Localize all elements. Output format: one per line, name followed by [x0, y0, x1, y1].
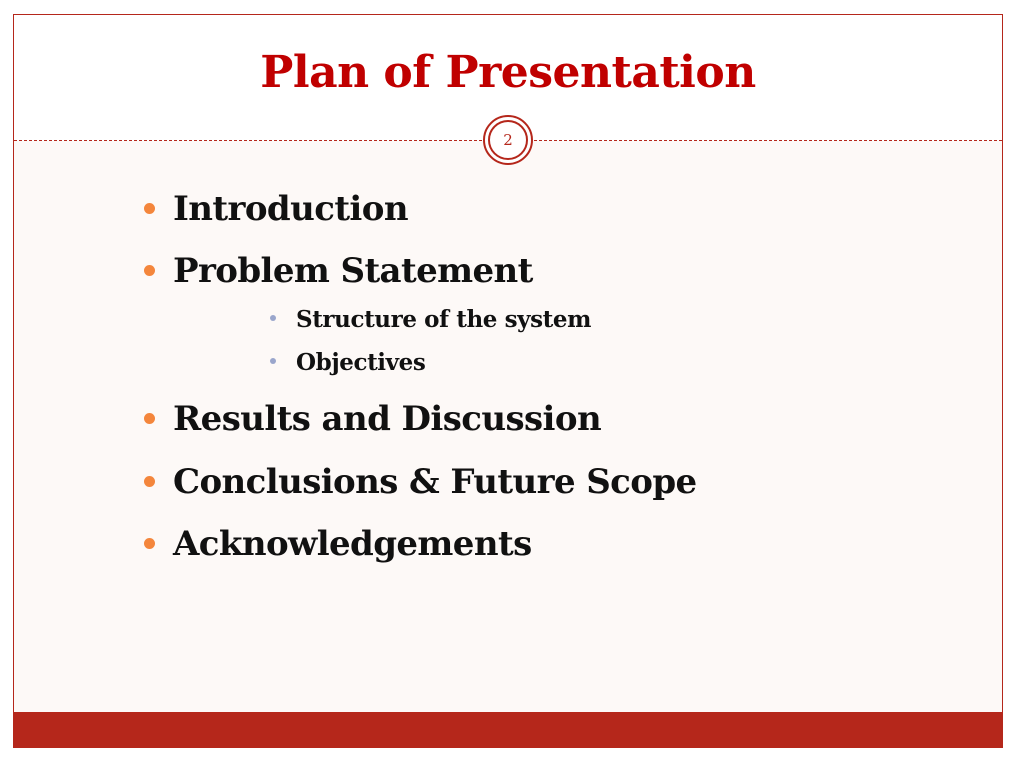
- bullet-dot-icon: [144, 412, 155, 424]
- sub-bullet-text: Structure of the system: [296, 306, 592, 333]
- bullet-text: Results and Discussion: [173, 399, 602, 439]
- sub-bullet-dot-icon: [270, 358, 276, 364]
- bullet-item: Problem Statement: [144, 251, 533, 291]
- bullet-item: Introduction: [144, 189, 409, 229]
- bullet-item: Results and Discussion: [144, 399, 602, 439]
- sub-bullet-text: Objectives: [296, 349, 426, 376]
- content-area: Introduction Problem Statement Structure…: [14, 141, 1002, 712]
- sub-bullet-item: Objectives: [270, 349, 426, 376]
- slide-number-badge: 2: [483, 115, 533, 165]
- bullet-dot-icon: [144, 264, 155, 276]
- bullet-item: Conclusions & Future Scope: [144, 462, 697, 502]
- slide: Plan of Presentation Introduction Proble…: [13, 14, 1003, 748]
- bullet-text: Acknowledgements: [173, 524, 532, 564]
- footer-bar: [14, 712, 1002, 747]
- sub-bullet-item: Structure of the system: [270, 306, 591, 333]
- bullet-text: Problem Statement: [173, 251, 533, 291]
- bullet-list: Introduction Problem Statement Structure…: [14, 141, 1002, 712]
- bullet-dot-icon: [144, 202, 155, 214]
- bullet-text: Introduction: [173, 189, 409, 229]
- slide-number: 2: [488, 120, 528, 160]
- bullet-item: Acknowledgements: [144, 524, 532, 564]
- slide-title: Plan of Presentation: [260, 47, 756, 98]
- bullet-dot-icon: [144, 537, 155, 549]
- bullet-text: Conclusions & Future Scope: [173, 462, 697, 502]
- sub-bullet-dot-icon: [270, 315, 276, 321]
- bullet-dot-icon: [144, 475, 155, 487]
